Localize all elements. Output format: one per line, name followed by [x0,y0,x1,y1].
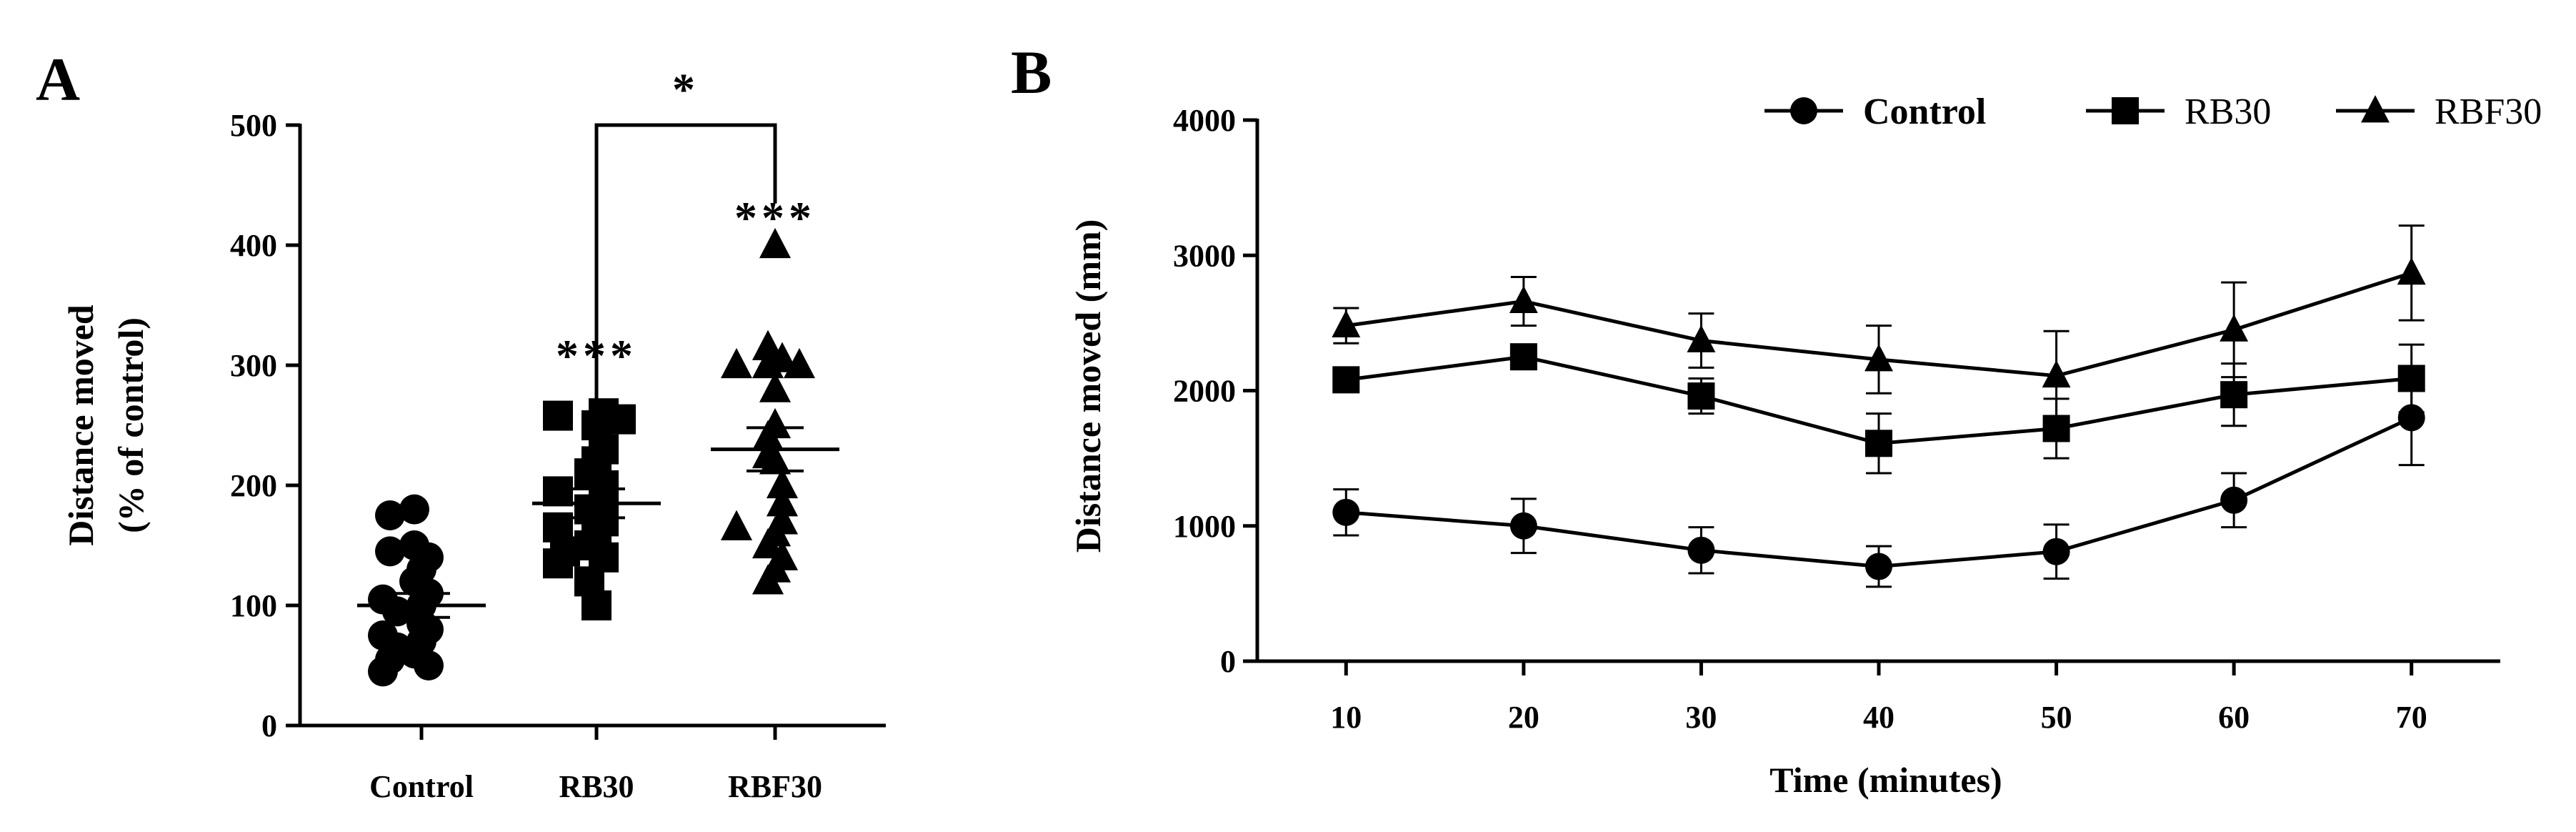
panel-a-point [414,650,444,680]
panel-a-y-axis-label: Distance moved (% of control) [61,304,151,546]
panel-b-point [2042,538,2070,565]
panel-a-point [752,564,784,595]
panel-a-marks: ******* [357,64,839,687]
panel-a-series-rb30 [532,398,661,620]
panel-a-significance-label: *** [734,192,816,243]
panel-a-letter: A [36,45,80,114]
panel-a-series-rbf30 [711,227,839,595]
panel-b-y-axis-label: Distance moved (mm) [1068,219,1108,553]
panel-b-point [2397,404,2425,432]
panel-a-point [766,486,799,517]
panel-b-x-tick-label: 60 [2218,700,2250,735]
panel-b-y-tick-label: 1000 [1173,509,1236,544]
panel-b-legend-entry-control: Control [1764,91,1986,132]
panel-a-x-tick-label: RB30 [559,769,634,804]
panel-b-legend-label: RBF30 [2435,91,2542,132]
panel-b-legend-entry-rb30: RB30 [2086,91,2271,132]
panel-a-y-axis-label-line1: Distance moved [61,304,101,546]
panel-b-point [1865,553,1892,580]
panel-b-y-tick-label: 0 [1220,644,1236,679]
panel-b-x-tick-label: 20 [1508,700,1539,735]
panel-a-point [720,510,753,540]
panel-b-point [1332,366,1360,394]
panel-b-series-control [1332,369,2425,588]
panel-b-y-tick-label: 3000 [1173,238,1236,273]
panel-b-point [1865,430,1892,457]
panel-b-point [1332,309,1361,338]
panel-b-point [1687,325,1716,352]
panel-a-point [759,372,792,402]
panel-b-x-tick-label: 70 [2396,700,2427,735]
panel-b-legend: Control RB30 RBF30 [1764,91,2542,132]
panel-a-point [752,347,784,379]
panel-a-point [375,536,405,567]
panel-a-point [752,330,784,360]
panel-a-point [375,500,405,530]
panel-a-y-tick-label: 200 [230,468,277,503]
panel-a-axes: 0 100 200 300 400 500 Control RB30 RBF30 [230,108,886,804]
panel-b-point [1687,536,1715,564]
panel-a-y-tick-label: 500 [230,108,277,143]
panel-a-x-tick-label: Control [369,769,474,804]
panel-b-point [1509,343,1537,371]
panel-a-significance-bracket [594,123,777,444]
panel-b-marks [1332,224,2426,588]
panel-b-series-rbf30 [1332,224,2426,422]
panel-b-point [1332,498,1360,526]
panel-b-x-tick-label: 40 [1863,700,1894,735]
panel-a-significance-label: * [672,64,699,114]
panel-a-point [543,548,573,579]
panel-a-y-tick-label: 0 [261,708,277,743]
panel-a-y-tick-label: 100 [230,588,277,623]
panel-b-legend-entry-rbf30: RBF30 [2336,91,2542,132]
panel-a-y-tick-label: 300 [230,348,277,383]
panel-b-x-tick-label: 10 [1330,700,1362,735]
panel-b-point [1864,344,1893,372]
panel-b-point [1687,382,1715,410]
panel-a-point [759,227,792,259]
panel-b-point [2042,360,2071,388]
panel-a-series-control [357,494,486,687]
panel-b-legend-marker [1790,97,1817,124]
panel-a-x-tick-label: RBF30 [728,769,822,804]
panel-b-y-tick-label: 4000 [1173,103,1236,138]
panel-a-point [783,347,816,379]
panel-a-point [752,528,784,559]
panel-b-legend-label: Control [1863,91,1986,132]
panel-b-letter: B [1011,38,1052,107]
panel-b-x-tick-label: 30 [1685,700,1717,735]
panel-b-x-tick-label: 50 [2041,700,2072,735]
panel-a-significance-label: *** [556,330,637,381]
panel-b-point [1509,285,1538,313]
panel-b-legend-marker [2361,95,2390,123]
panel-b-x-axis-label: Time (minutes) [1769,760,2002,800]
panel-b-point [2397,365,2425,392]
panel-a-point [766,467,799,499]
panel-a-point [368,656,398,687]
panel-b: B 0 1000 2000 3000 4000 10 20 30 40 50 60 70 Distan… [1011,38,2542,800]
panel-a-y-tick-label: 400 [230,228,277,263]
panel-a: A 0 100 200 300 400 500 Control RB30 RBF30 Dista… [36,45,886,804]
panel-b-y-tick-label: 2000 [1173,374,1236,409]
panel-a-point [399,494,429,525]
panel-b-legend-marker [2112,97,2139,124]
panel-a-point [581,590,611,620]
panel-b-point [1509,512,1537,540]
panel-b-point [2220,381,2248,409]
panel-a-point [720,347,753,379]
panel-b-axes: 0 1000 2000 3000 4000 10 20 30 40 50 60 70 [1173,103,2500,735]
panel-a-point [543,400,573,431]
panel-a-y-axis-label-line2: (% of control) [111,317,151,533]
panel-b-series-rb30 [1332,343,2425,475]
panel-b-point [2397,257,2426,285]
panel-b-point [2220,486,2248,514]
panel-b-legend-label: RB30 [2185,91,2271,132]
panel-b-point [2220,314,2249,342]
panel-a-point [543,476,573,507]
